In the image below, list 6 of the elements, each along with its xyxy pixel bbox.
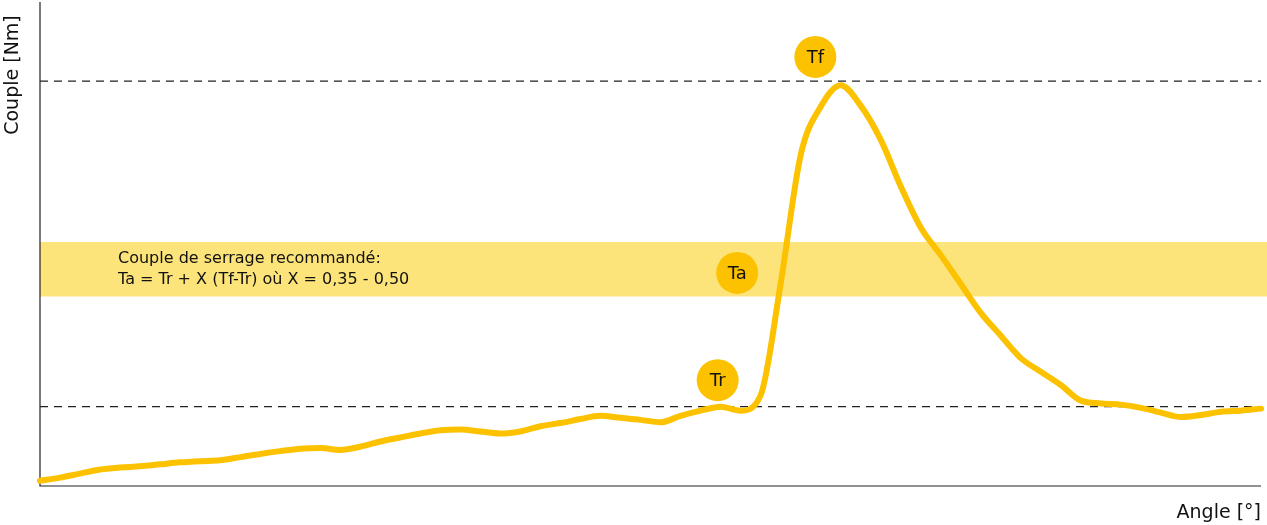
x-axis-title: Angle [°] <box>1176 499 1261 522</box>
band-label: Couple de serrage recommandé: Ta = Tr + X (Tf-Tr) où X = 0,35 - 0,50 <box>117 247 410 288</box>
text: Tf <box>805 45 825 67</box>
annotation: Ta <box>726 261 747 283</box>
annotation: Tr <box>708 368 727 390</box>
y-axis-title: Couple [Nm] <box>0 15 22 135</box>
